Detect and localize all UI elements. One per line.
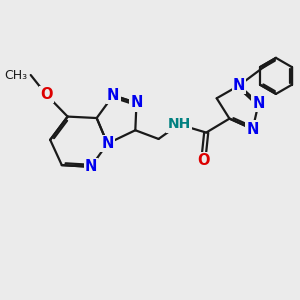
Text: N: N [247, 122, 259, 136]
Text: N: N [130, 95, 143, 110]
Text: O: O [197, 153, 210, 168]
Text: N: N [85, 159, 97, 174]
Text: N: N [252, 96, 265, 111]
Text: N: N [107, 88, 119, 103]
Text: CH₃: CH₃ [5, 68, 28, 82]
Text: O: O [40, 87, 53, 102]
Text: NH: NH [167, 117, 190, 131]
Text: N: N [101, 136, 114, 151]
Text: N: N [233, 78, 245, 93]
